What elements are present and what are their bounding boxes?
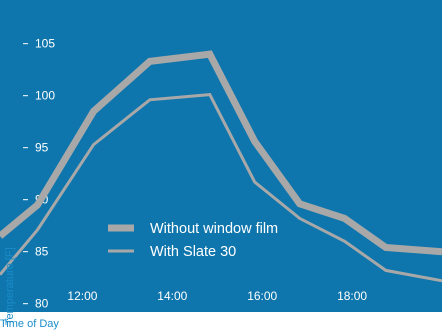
legend-label: With Slate 30 <box>150 244 236 260</box>
y-tick-label: 100 <box>35 89 55 103</box>
x-tick-label: 16:00 <box>247 289 277 303</box>
x-tick-label: 18:00 <box>337 289 367 303</box>
y-tick-label: 95 <box>35 141 49 155</box>
series-line-without-film <box>0 50 442 256</box>
x-tick-label: 14:00 <box>157 289 187 303</box>
x-tick-label: 12:00 <box>67 289 97 303</box>
legend-label: Without window film <box>150 221 278 237</box>
y-tick-label: 85 <box>35 245 49 259</box>
y-tick-label: 80 <box>35 297 49 311</box>
y-tick-label: 105 <box>35 37 55 51</box>
y-axis-title: Temperature [F] <box>4 247 16 325</box>
legend-swatch <box>108 249 134 253</box>
legend: Without window film With Slate 30 <box>108 221 278 260</box>
x-axis-ticks: 12:00 14:00 16:00 18:00 <box>67 289 367 303</box>
x-axis-title: Time of Day <box>0 318 59 330</box>
series-layer <box>0 50 442 283</box>
legend-swatch <box>108 224 134 232</box>
plot-area <box>0 0 442 312</box>
series-line-with-slate-30 <box>0 93 442 283</box>
